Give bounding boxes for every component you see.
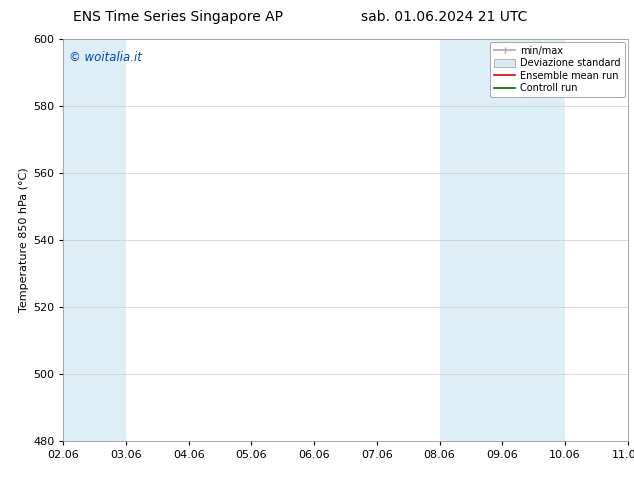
Bar bbox=[628, 39, 634, 441]
Bar bbox=[439, 39, 565, 441]
Bar bbox=[63, 39, 126, 441]
Text: sab. 01.06.2024 21 UTC: sab. 01.06.2024 21 UTC bbox=[361, 10, 527, 24]
Text: ENS Time Series Singapore AP: ENS Time Series Singapore AP bbox=[72, 10, 283, 24]
Y-axis label: Temperature 850 hPa (°C): Temperature 850 hPa (°C) bbox=[19, 168, 29, 313]
Legend: min/max, Deviazione standard, Ensemble mean run, Controll run: min/max, Deviazione standard, Ensemble m… bbox=[490, 42, 624, 97]
Text: © woitalia.it: © woitalia.it bbox=[69, 51, 142, 64]
